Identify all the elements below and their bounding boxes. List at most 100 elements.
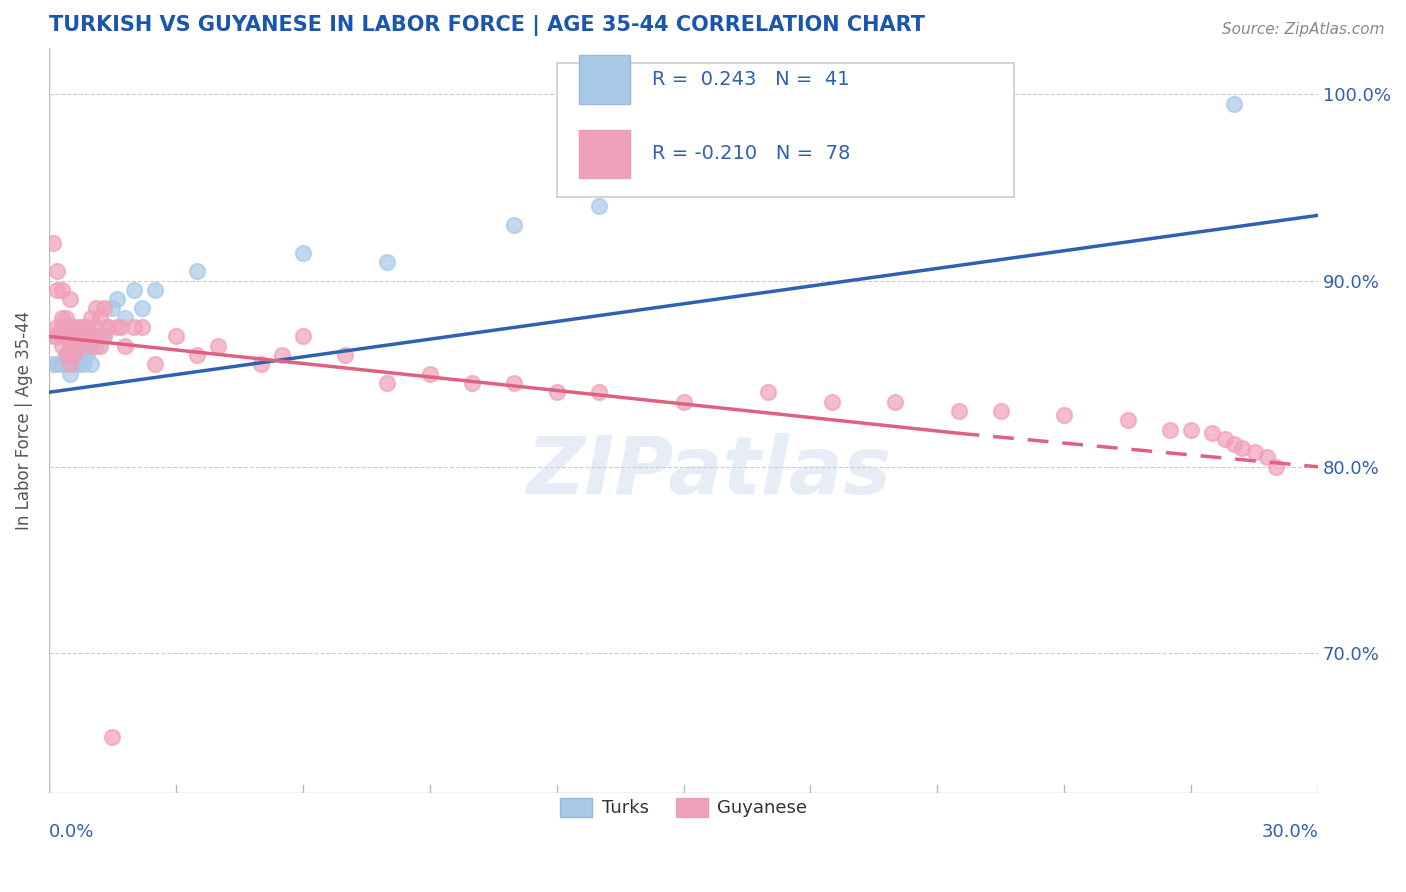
Point	[143, 357, 166, 371]
Text: Source: ZipAtlas.com: Source: ZipAtlas.com	[1222, 22, 1385, 37]
Point	[1116, 413, 1139, 427]
Point	[51, 283, 73, 297]
Point	[89, 339, 111, 353]
Point	[207, 339, 229, 353]
Point	[63, 357, 86, 371]
Text: 30.0%: 30.0%	[1261, 823, 1319, 841]
Point	[503, 376, 526, 390]
Point	[93, 301, 115, 316]
Point	[84, 339, 107, 353]
Point	[291, 245, 314, 260]
Point	[1243, 445, 1265, 459]
Point	[55, 357, 77, 371]
Point	[97, 320, 120, 334]
Point	[377, 376, 399, 390]
Point	[84, 320, 107, 334]
Point	[105, 320, 128, 334]
Point	[1201, 426, 1223, 441]
Point	[291, 329, 314, 343]
Point	[89, 329, 111, 343]
Point	[461, 376, 484, 390]
Point	[97, 320, 120, 334]
Point	[59, 357, 82, 371]
Point	[46, 329, 69, 343]
Point	[778, 161, 800, 176]
Text: R =  0.243   N =  41: R = 0.243 N = 41	[652, 70, 849, 89]
Point	[101, 730, 124, 744]
Point	[756, 385, 779, 400]
Point	[55, 320, 77, 334]
FancyBboxPatch shape	[557, 62, 1014, 197]
Point	[76, 339, 98, 353]
Point	[46, 357, 69, 371]
Legend: Turks, Guyanese: Turks, Guyanese	[553, 791, 814, 825]
Point	[72, 357, 94, 371]
Point	[1159, 423, 1181, 437]
Point	[42, 329, 65, 343]
Point	[948, 404, 970, 418]
Point	[84, 329, 107, 343]
Point	[122, 320, 145, 334]
Text: ZIPatlas: ZIPatlas	[526, 434, 891, 511]
Point	[165, 329, 187, 343]
Point	[72, 348, 94, 362]
Point	[131, 320, 153, 334]
FancyBboxPatch shape	[579, 55, 630, 103]
Point	[67, 329, 90, 343]
Point	[46, 264, 69, 278]
Point	[377, 255, 399, 269]
Point	[67, 329, 90, 343]
Point	[80, 310, 103, 325]
Point	[63, 320, 86, 334]
Point	[1053, 408, 1076, 422]
Point	[80, 339, 103, 353]
Point	[63, 320, 86, 334]
Point	[42, 357, 65, 371]
Point	[249, 357, 271, 371]
Point	[93, 329, 115, 343]
Point	[333, 348, 356, 362]
Point	[67, 320, 90, 334]
Point	[1213, 432, 1236, 446]
Point	[63, 348, 86, 362]
Point	[55, 310, 77, 325]
Point	[820, 394, 842, 409]
Point	[46, 283, 69, 297]
Point	[588, 199, 610, 213]
Point	[270, 348, 292, 362]
Point	[89, 310, 111, 325]
Text: R = -0.210   N =  78: R = -0.210 N = 78	[652, 145, 851, 163]
Point	[672, 394, 695, 409]
Point	[72, 329, 94, 343]
Point	[1264, 459, 1286, 474]
Point	[51, 339, 73, 353]
Point	[84, 301, 107, 316]
Point	[51, 357, 73, 371]
Point	[143, 283, 166, 297]
Point	[186, 348, 208, 362]
Point	[1256, 450, 1278, 465]
Point	[105, 292, 128, 306]
Text: 0.0%: 0.0%	[49, 823, 94, 841]
Point	[76, 320, 98, 334]
Point	[59, 292, 82, 306]
FancyBboxPatch shape	[579, 129, 630, 178]
Point	[59, 329, 82, 343]
Point	[67, 357, 90, 371]
Point	[1230, 441, 1253, 455]
Point	[503, 218, 526, 232]
Point	[93, 329, 115, 343]
Point	[546, 385, 568, 400]
Point	[588, 385, 610, 400]
Point	[59, 339, 82, 353]
Point	[76, 348, 98, 362]
Point	[51, 310, 73, 325]
Point	[131, 301, 153, 316]
Point	[51, 320, 73, 334]
Point	[122, 283, 145, 297]
Point	[76, 329, 98, 343]
Point	[114, 310, 136, 325]
Point	[63, 329, 86, 343]
Point	[80, 329, 103, 343]
Point	[55, 348, 77, 362]
